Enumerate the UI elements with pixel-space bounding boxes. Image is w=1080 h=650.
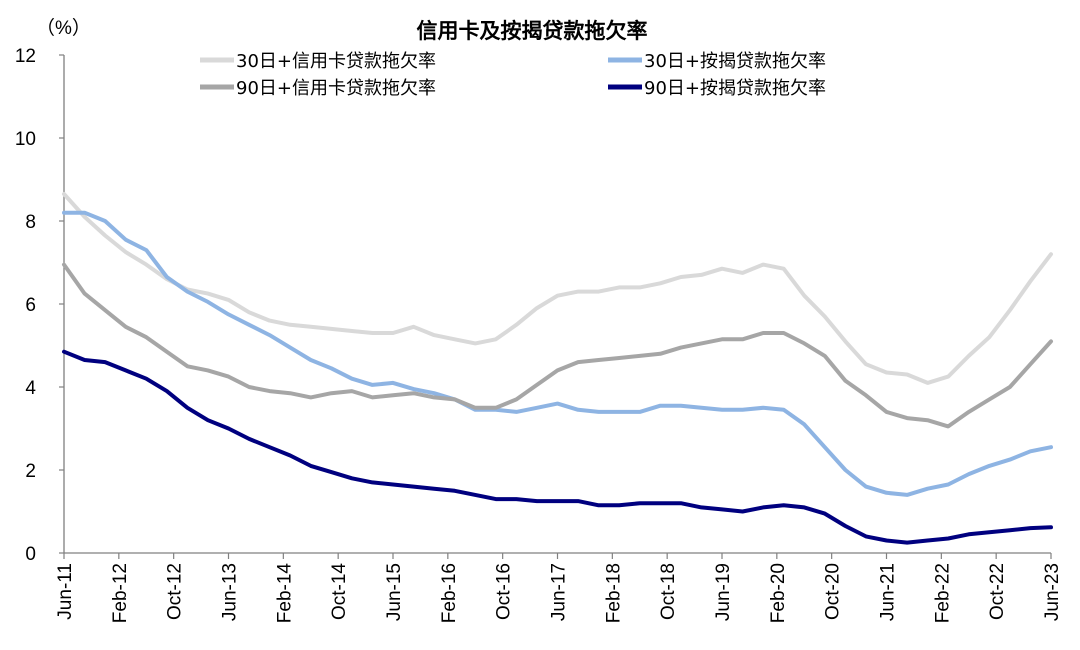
y-tick-label: 0 xyxy=(25,544,36,565)
y-tick-label: 10 xyxy=(15,129,36,150)
x-tick-label: Oct-16 xyxy=(494,563,515,620)
series-line-1 xyxy=(62,192,1053,385)
series-line-2 xyxy=(62,210,1053,497)
x-tick-label: Feb-16 xyxy=(439,563,460,623)
legend-label-1: 30日+信用卡贷款拖欠率 xyxy=(236,51,436,72)
y-tick-label: 8 xyxy=(25,212,36,233)
legend-label-3: 90日+信用卡贷款拖欠率 xyxy=(236,78,436,99)
y-axis-unit-label: （%） xyxy=(36,17,91,39)
series-layer xyxy=(62,192,1053,545)
x-tick-label: Feb-20 xyxy=(768,563,789,623)
legend-label-2: 30日+按揭贷款拖欠率 xyxy=(644,51,826,72)
x-tick-label: Jun-21 xyxy=(878,563,899,621)
x-tick-label: Jun-23 xyxy=(1042,563,1063,621)
x-tick-label: Feb-18 xyxy=(603,563,624,623)
x-tick-label: Jun-15 xyxy=(384,563,405,621)
x-tick-label: Jun-13 xyxy=(220,563,241,621)
legend: 30日+信用卡贷款拖欠率 30日+按揭贷款拖欠率 90日+信用卡贷款拖欠率 90日+按… xyxy=(200,51,826,99)
x-tick-label: Jun-11 xyxy=(55,563,76,620)
y-tick-label: 2 xyxy=(25,461,36,482)
x-tick-label: Feb-22 xyxy=(932,563,953,623)
x-tick-label: Feb-12 xyxy=(110,563,131,623)
x-tick-label: Jun-17 xyxy=(549,563,570,621)
y-tick-label: 4 xyxy=(25,378,36,399)
x-tick-label: Oct-14 xyxy=(329,563,350,620)
series-line-3 xyxy=(62,262,1053,429)
x-tick-label: Oct-12 xyxy=(165,563,186,620)
series-line-4 xyxy=(62,349,1053,545)
axes: 0 2 4 6 8 10 12 Jun-11 Feb-12 Oct-12 Jun-13 Feb-14 O… xyxy=(15,46,1063,623)
y-tick-label: 6 xyxy=(25,295,36,316)
x-tick-label: Feb-14 xyxy=(274,563,295,624)
x-tick-label: Jun-19 xyxy=(713,563,734,621)
legend-label-4: 90日+按揭贷款拖欠率 xyxy=(644,78,826,99)
x-tick-label: Oct-18 xyxy=(658,563,679,620)
x-tick-label: Oct-22 xyxy=(987,563,1008,620)
y-tick-label: 12 xyxy=(15,46,36,67)
chart-title: 信用卡及按揭贷款拖欠率 xyxy=(417,19,648,43)
x-tick-label: Oct-20 xyxy=(823,563,844,620)
